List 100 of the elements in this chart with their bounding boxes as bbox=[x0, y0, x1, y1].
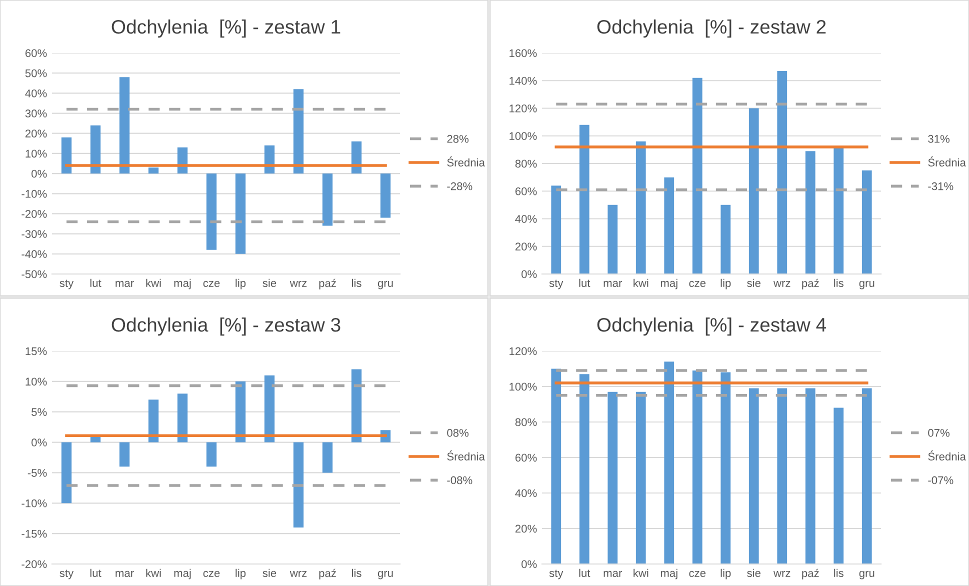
legend-label: 28% bbox=[447, 134, 469, 143]
bar bbox=[805, 388, 816, 564]
x-tick-label: sty bbox=[60, 280, 74, 290]
x-tick-label: sty bbox=[549, 570, 564, 580]
y-tick-label: -40% bbox=[22, 250, 47, 258]
bar bbox=[608, 204, 618, 274]
y-tick-label: 15% bbox=[26, 347, 47, 356]
y-tick-label: 80% bbox=[515, 160, 537, 168]
x-tick-label: paź bbox=[319, 568, 336, 580]
y-tick-label: 60% bbox=[515, 187, 537, 196]
y-tick-label: -50% bbox=[22, 270, 47, 278]
x-tick-label: cze bbox=[689, 280, 706, 288]
bar bbox=[206, 174, 217, 250]
bar bbox=[119, 442, 130, 467]
bar bbox=[636, 141, 646, 274]
legend-label: -07% bbox=[928, 476, 954, 484]
y-tick-label: 120% bbox=[510, 104, 537, 112]
bar bbox=[177, 394, 188, 442]
bar bbox=[720, 372, 731, 564]
bar bbox=[551, 368, 562, 564]
x-tick-label: kwi bbox=[146, 568, 161, 577]
bar bbox=[636, 392, 646, 564]
y-tick-label: 0% bbox=[522, 560, 537, 568]
x-tick-label: sty bbox=[549, 280, 564, 290]
bar bbox=[148, 400, 159, 442]
bar bbox=[322, 442, 333, 473]
x-tick-label: mar bbox=[116, 280, 134, 288]
x-tick-label: wrz bbox=[290, 570, 307, 577]
x-tick-label: lip bbox=[236, 278, 246, 290]
legend-label: 07% bbox=[928, 428, 950, 437]
y-tick-label: -10% bbox=[22, 190, 47, 198]
bar bbox=[664, 362, 674, 564]
x-tick-label: kwi bbox=[146, 278, 161, 287]
legend-label: Średnia bbox=[447, 450, 485, 460]
x-tick-label: sie bbox=[747, 278, 760, 288]
x-tick-label: cze bbox=[689, 570, 706, 578]
y-tick-label: 40% bbox=[515, 215, 537, 223]
x-tick-label: lip bbox=[720, 278, 731, 290]
x-tick-label: paź bbox=[802, 568, 819, 580]
y-tick-label: -10% bbox=[22, 499, 47, 508]
bar bbox=[692, 370, 702, 564]
chart-title: Odchylenia [%] - zestaw 3 bbox=[112, 317, 340, 336]
x-tick-label: sie bbox=[262, 568, 276, 578]
x-tick-label: paź bbox=[319, 278, 336, 290]
bar bbox=[148, 168, 159, 174]
y-tick-label: 0% bbox=[522, 270, 537, 278]
legend-label: Średnia bbox=[928, 156, 966, 166]
x-tick-label: maj bbox=[660, 568, 678, 580]
y-tick-label: 100% bbox=[510, 382, 537, 391]
x-tick-label: cze bbox=[203, 280, 220, 288]
y-tick-label: -30% bbox=[22, 230, 47, 238]
legend-label: Średnia bbox=[447, 156, 485, 166]
bar bbox=[235, 174, 246, 254]
bar bbox=[579, 374, 590, 564]
bar bbox=[834, 408, 844, 564]
bar bbox=[748, 388, 759, 564]
x-tick-label: lis bbox=[834, 278, 844, 288]
y-tick-label: 60% bbox=[25, 49, 47, 58]
x-tick-label: mar bbox=[604, 570, 622, 578]
y-tick-label: 10% bbox=[26, 378, 47, 386]
bar bbox=[834, 146, 844, 274]
bar bbox=[235, 381, 246, 442]
x-tick-label: paź bbox=[802, 278, 819, 290]
y-tick-label: 40% bbox=[515, 489, 537, 498]
x-tick-label: cze bbox=[203, 570, 220, 578]
y-tick-label: 20% bbox=[515, 242, 537, 251]
x-tick-label: lip bbox=[720, 568, 731, 580]
x-tick-label: lut bbox=[579, 568, 590, 578]
bar bbox=[608, 392, 618, 564]
y-tick-label: 30% bbox=[25, 110, 47, 118]
bar bbox=[351, 369, 362, 442]
x-tick-label: kwi bbox=[634, 278, 648, 287]
y-tick-label: -20% bbox=[22, 210, 47, 218]
x-tick-label: wrz bbox=[773, 280, 790, 287]
x-tick-label: sty bbox=[60, 570, 74, 580]
y-tick-label: -5% bbox=[28, 469, 47, 477]
y-tick-label: 20% bbox=[25, 130, 47, 138]
chart-title: Odchylenia [%] - zestaw 4 bbox=[597, 317, 826, 336]
x-tick-label: sie bbox=[747, 568, 760, 578]
y-tick-label: 120% bbox=[510, 347, 537, 356]
bar bbox=[90, 125, 101, 174]
bar bbox=[720, 204, 731, 274]
bar bbox=[293, 89, 304, 174]
y-tick-label: 160% bbox=[510, 49, 537, 58]
y-tick-label: -15% bbox=[22, 530, 47, 538]
bar bbox=[579, 124, 590, 274]
legend-label: 31% bbox=[928, 134, 950, 143]
bar bbox=[777, 388, 788, 564]
bar bbox=[664, 177, 674, 274]
bar bbox=[777, 70, 788, 274]
bar bbox=[692, 78, 702, 274]
legend-label: -28% bbox=[447, 182, 472, 190]
x-tick-label: maj bbox=[174, 568, 191, 580]
legend-label: Średnia bbox=[928, 450, 966, 460]
bar bbox=[380, 174, 391, 218]
bar bbox=[119, 77, 130, 174]
x-tick-label: wrz bbox=[290, 280, 307, 287]
y-tick-label: 5% bbox=[32, 408, 47, 416]
y-tick-label: 60% bbox=[515, 454, 537, 462]
bar bbox=[322, 174, 333, 226]
